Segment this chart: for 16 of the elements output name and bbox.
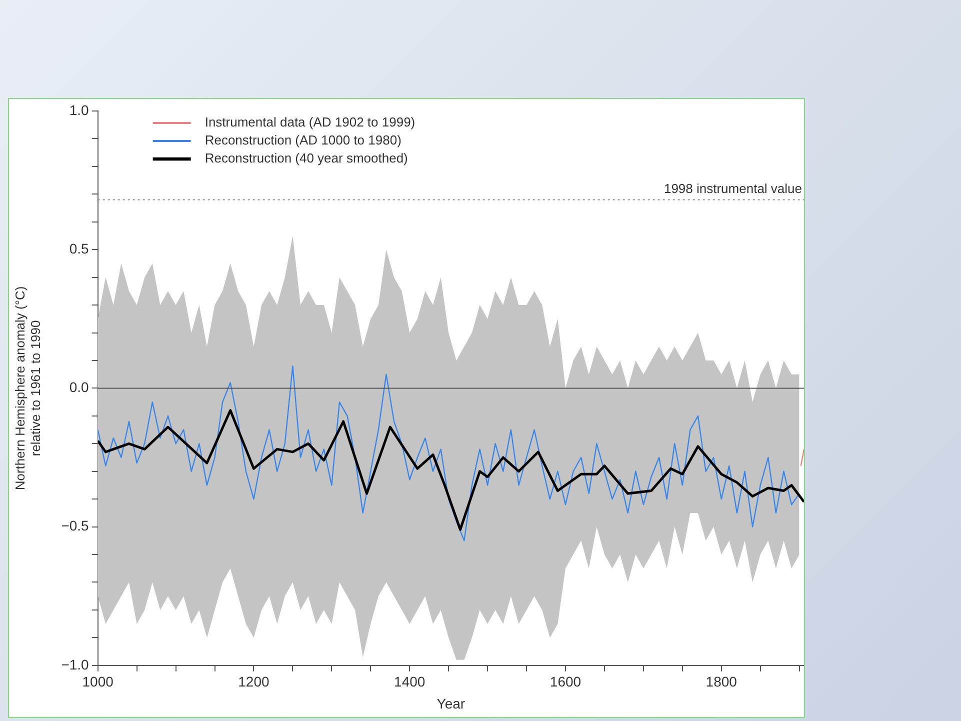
legend-label: Instrumental data (AD 1902 to 1999) — [204, 114, 416, 130]
y-tick-label: −1.0 — [61, 656, 90, 672]
y-tick-label: 1.0 — [69, 102, 90, 118]
y-tick-label: 0.5 — [69, 240, 90, 256]
x-tick-label: 1800 — [706, 674, 738, 690]
ref-line-label: 1998 instrumental value — [664, 180, 802, 196]
x-tick-label: 1600 — [550, 674, 582, 690]
legend-label: Reconstruction (40 year smoothed) — [204, 150, 408, 166]
x-tick-label: 1400 — [394, 674, 426, 690]
y-axis-title: Northern Hemisphere anomaly (°C) relative to 1961 to 1990 — [12, 286, 43, 490]
y-tick-label: −0.5 — [61, 518, 90, 534]
x-tick-label: 1000 — [82, 674, 114, 690]
y-tick-label: 0.0 — [69, 379, 90, 396]
x-axis-title: Year — [436, 695, 466, 712]
legend-label: Reconstruction (AD 1000 to 1980) — [204, 132, 402, 148]
x-tick-label: 1200 — [238, 674, 270, 690]
